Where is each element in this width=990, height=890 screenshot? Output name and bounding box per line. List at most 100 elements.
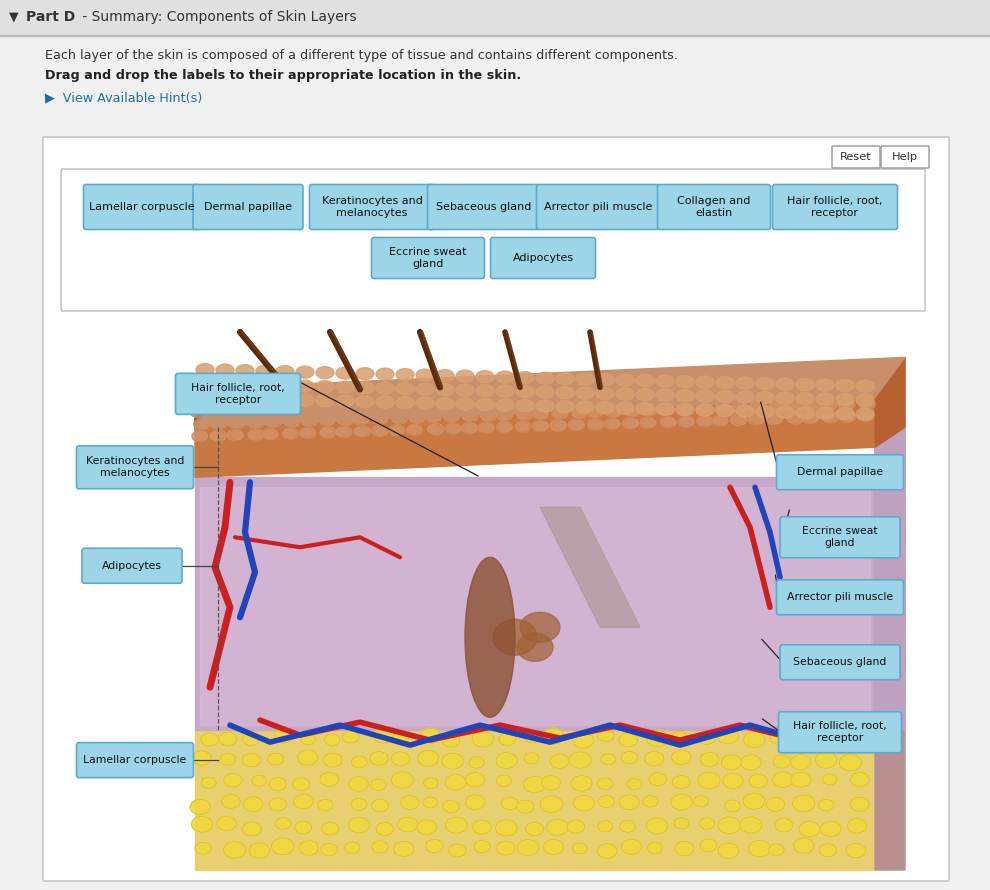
Polygon shape bbox=[875, 358, 905, 870]
Ellipse shape bbox=[493, 619, 537, 655]
Ellipse shape bbox=[636, 389, 654, 400]
Ellipse shape bbox=[224, 773, 242, 787]
Ellipse shape bbox=[271, 838, 294, 854]
Ellipse shape bbox=[616, 388, 634, 401]
FancyBboxPatch shape bbox=[776, 455, 904, 490]
Ellipse shape bbox=[370, 751, 388, 765]
Ellipse shape bbox=[373, 727, 394, 743]
Ellipse shape bbox=[210, 430, 227, 441]
Ellipse shape bbox=[716, 391, 734, 402]
Ellipse shape bbox=[456, 398, 474, 410]
Ellipse shape bbox=[776, 406, 794, 418]
Polygon shape bbox=[200, 487, 870, 725]
Ellipse shape bbox=[607, 394, 623, 405]
Ellipse shape bbox=[409, 400, 425, 411]
FancyBboxPatch shape bbox=[881, 146, 929, 168]
Ellipse shape bbox=[407, 425, 423, 435]
Ellipse shape bbox=[256, 393, 274, 405]
Ellipse shape bbox=[796, 378, 814, 391]
Ellipse shape bbox=[391, 752, 410, 765]
FancyBboxPatch shape bbox=[780, 644, 900, 680]
Ellipse shape bbox=[219, 732, 237, 746]
Ellipse shape bbox=[671, 750, 691, 765]
Ellipse shape bbox=[675, 841, 694, 855]
Ellipse shape bbox=[536, 372, 554, 384]
Ellipse shape bbox=[474, 840, 490, 853]
Ellipse shape bbox=[426, 412, 442, 423]
Ellipse shape bbox=[625, 393, 641, 405]
Ellipse shape bbox=[236, 378, 254, 391]
Polygon shape bbox=[875, 427, 905, 730]
Ellipse shape bbox=[550, 396, 567, 407]
Ellipse shape bbox=[568, 419, 584, 431]
Ellipse shape bbox=[741, 817, 761, 833]
Ellipse shape bbox=[598, 729, 614, 741]
Ellipse shape bbox=[674, 818, 689, 829]
Ellipse shape bbox=[316, 381, 334, 392]
FancyBboxPatch shape bbox=[61, 169, 925, 311]
Ellipse shape bbox=[316, 403, 333, 414]
Ellipse shape bbox=[444, 411, 459, 422]
Ellipse shape bbox=[499, 732, 516, 746]
Ellipse shape bbox=[736, 405, 754, 417]
Ellipse shape bbox=[276, 380, 294, 392]
Ellipse shape bbox=[679, 392, 695, 403]
Ellipse shape bbox=[642, 405, 657, 417]
Ellipse shape bbox=[696, 376, 714, 388]
Ellipse shape bbox=[718, 817, 741, 834]
Ellipse shape bbox=[656, 375, 674, 387]
Ellipse shape bbox=[469, 756, 484, 768]
Ellipse shape bbox=[480, 410, 497, 421]
Ellipse shape bbox=[267, 753, 283, 765]
Ellipse shape bbox=[816, 407, 834, 419]
Ellipse shape bbox=[646, 730, 668, 747]
Ellipse shape bbox=[550, 420, 566, 431]
Ellipse shape bbox=[856, 394, 874, 406]
Ellipse shape bbox=[478, 422, 494, 433]
FancyBboxPatch shape bbox=[428, 184, 541, 230]
Ellipse shape bbox=[196, 392, 214, 404]
Ellipse shape bbox=[391, 413, 408, 424]
Ellipse shape bbox=[791, 728, 811, 743]
Ellipse shape bbox=[766, 414, 783, 425]
Ellipse shape bbox=[496, 775, 511, 787]
Ellipse shape bbox=[671, 794, 692, 810]
Ellipse shape bbox=[476, 384, 494, 397]
Ellipse shape bbox=[298, 750, 318, 765]
Ellipse shape bbox=[604, 418, 620, 429]
Ellipse shape bbox=[300, 427, 316, 439]
Ellipse shape bbox=[857, 387, 873, 398]
Ellipse shape bbox=[336, 381, 354, 393]
Text: Dermal papillae: Dermal papillae bbox=[797, 467, 883, 477]
Ellipse shape bbox=[556, 386, 574, 399]
Ellipse shape bbox=[858, 411, 874, 422]
Ellipse shape bbox=[476, 370, 494, 383]
Text: Eccrine sweat
gland: Eccrine sweat gland bbox=[389, 247, 466, 269]
Ellipse shape bbox=[567, 820, 585, 833]
Ellipse shape bbox=[770, 730, 789, 744]
Ellipse shape bbox=[436, 398, 454, 409]
Ellipse shape bbox=[247, 405, 262, 417]
Ellipse shape bbox=[791, 773, 811, 787]
Ellipse shape bbox=[714, 391, 730, 402]
Ellipse shape bbox=[352, 414, 369, 425]
Ellipse shape bbox=[533, 396, 548, 408]
Ellipse shape bbox=[823, 774, 837, 785]
Text: ▼: ▼ bbox=[9, 11, 19, 23]
Ellipse shape bbox=[390, 400, 406, 412]
Polygon shape bbox=[875, 358, 905, 448]
Ellipse shape bbox=[319, 415, 336, 426]
Ellipse shape bbox=[699, 818, 715, 829]
FancyBboxPatch shape bbox=[371, 238, 484, 279]
Ellipse shape bbox=[436, 369, 454, 382]
Ellipse shape bbox=[338, 415, 353, 425]
Text: Dermal papillae: Dermal papillae bbox=[204, 202, 292, 212]
Ellipse shape bbox=[786, 400, 802, 412]
Ellipse shape bbox=[209, 406, 225, 417]
Ellipse shape bbox=[426, 839, 444, 853]
Ellipse shape bbox=[803, 412, 819, 424]
Ellipse shape bbox=[192, 431, 208, 441]
Ellipse shape bbox=[847, 819, 866, 833]
Ellipse shape bbox=[497, 409, 513, 421]
Ellipse shape bbox=[295, 821, 312, 834]
